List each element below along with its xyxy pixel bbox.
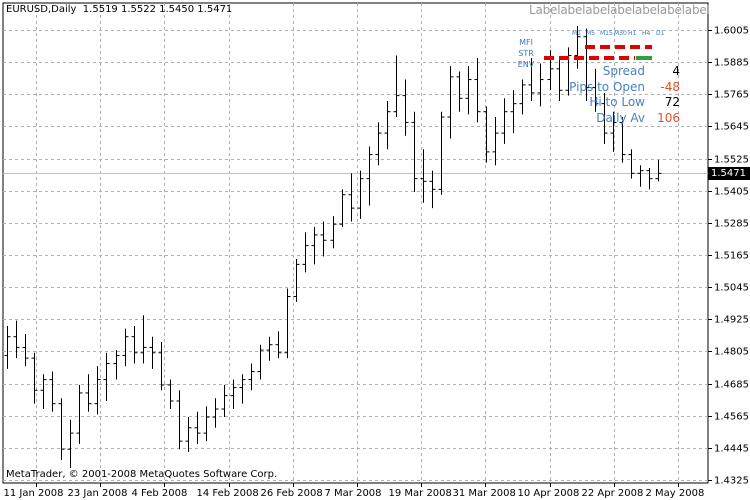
stat-label: Daily Av bbox=[596, 110, 645, 125]
copyright-text: MetaTrader, © 2001-2008 MetaQuotes Softw… bbox=[6, 469, 278, 480]
y-tick-label: 1.4925 bbox=[714, 315, 749, 326]
stat-value: -48 bbox=[660, 79, 680, 94]
timeframe-label[interactable]: H4 bbox=[642, 30, 651, 37]
y-tick-label: 1.5645 bbox=[714, 122, 749, 133]
y-tick-label: 1.4565 bbox=[714, 412, 749, 423]
y-tick-label: 1.5765 bbox=[714, 90, 749, 101]
x-tick-label: 4 Feb 2008 bbox=[132, 488, 188, 499]
y-tick-label: 1.5045 bbox=[714, 283, 749, 294]
x-tick-label: 22 Apr 2008 bbox=[582, 488, 644, 499]
stat-value: 4 bbox=[672, 64, 680, 78]
stat-label: Pips to Open bbox=[569, 79, 645, 94]
y-tick-label: 1.4685 bbox=[714, 380, 749, 391]
current-price-tag: 1.5471 bbox=[708, 167, 750, 180]
stat-label: Hi to Low bbox=[589, 95, 645, 109]
y-tick-label: 1.5285 bbox=[714, 219, 749, 230]
x-tick-label: 10 Apr 2008 bbox=[518, 488, 580, 499]
y-tick-label: 1.4805 bbox=[714, 347, 749, 358]
timeframe-label[interactable]: M30 bbox=[614, 30, 627, 37]
y-tick-label: 1.4325 bbox=[714, 476, 749, 487]
x-tick-label: 19 Mar 2008 bbox=[389, 488, 452, 499]
ohlc-values: 1.5519 1.5522 1.5450 1.5471 bbox=[82, 4, 233, 15]
plot-frame bbox=[2, 2, 709, 484]
x-tick-label: 26 Feb 2008 bbox=[261, 488, 323, 499]
timeframe-label[interactable]: D1 bbox=[656, 30, 665, 37]
timeframe-label[interactable]: M5 bbox=[586, 30, 595, 37]
x-tick-label: 31 Mar 2008 bbox=[453, 488, 516, 499]
indicator-label: MFI bbox=[519, 38, 533, 47]
x-tick-label: 7 Mar 2008 bbox=[325, 488, 382, 499]
y-tick-label: 1.6005 bbox=[714, 26, 749, 37]
symbol-label: EURUSD,Daily bbox=[6, 4, 77, 15]
x-tick-label: 2 May 2008 bbox=[646, 488, 705, 499]
chart-header: EURUSD,Daily 1.5519 1.5522 1.5450 1.5471 bbox=[6, 4, 232, 15]
timeframe-label[interactable]: M15 bbox=[600, 30, 613, 37]
y-tick-label: 1.4445 bbox=[714, 444, 749, 455]
stat-value: 72 bbox=[664, 95, 680, 109]
stat-value: 106 bbox=[657, 110, 680, 125]
ghost-label-text: Labelabelabelabelabelabelabel bbox=[529, 3, 710, 17]
timeframe-label[interactable]: H1 bbox=[628, 30, 637, 37]
y-tick-label: 1.5885 bbox=[714, 58, 749, 69]
y-tick-label: 1.5165 bbox=[714, 251, 749, 262]
timeframe-label[interactable]: M1 bbox=[572, 30, 581, 37]
x-tick-label: 23 Jan 2008 bbox=[68, 488, 128, 499]
x-tick-label: 11 Jan 2008 bbox=[4, 488, 64, 499]
y-tick-label: 1.5405 bbox=[714, 187, 749, 198]
stat-label: Spread bbox=[602, 64, 645, 78]
indicator-label: STR bbox=[518, 49, 534, 58]
y-tick-label: 1.5525 bbox=[714, 155, 749, 166]
x-tick-label: 14 Feb 2008 bbox=[197, 488, 259, 499]
indicator-label: ENV bbox=[517, 60, 535, 69]
